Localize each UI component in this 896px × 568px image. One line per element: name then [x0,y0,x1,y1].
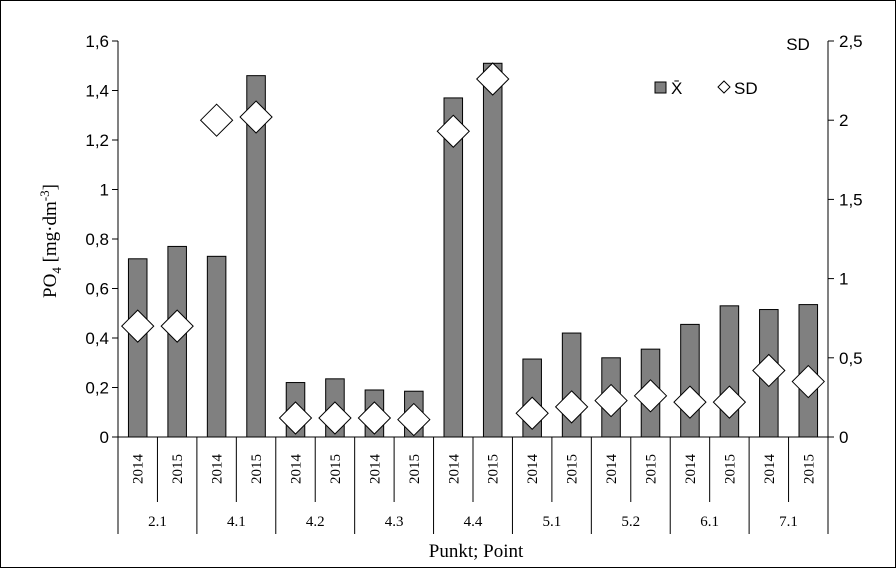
legend: X̄ SD [654,79,758,98]
sd-marker [278,401,313,435]
x-tick-label-year: 2015 [170,454,186,484]
x-tick-label-year: 2014 [289,454,305,485]
axes-layer: 0 0,2 0,4 0,6 0,8 1 1,2 1,4 1,6 0 0,5 1 1,5 2 2,5 2014 2… [85,32,863,534]
x-tick-label-year: 2014 [131,454,147,485]
sd-marker [318,401,352,435]
y-tick-label-right: 1 [839,270,848,289]
sd-marker [791,364,825,399]
sd-marker [752,353,786,388]
x-group-label: 2.1 [148,514,167,530]
y-tick-label-right: 2,5 [839,32,863,51]
x-tick-label-year: 2015 [328,454,344,484]
sd-marker [397,402,431,437]
x-tick-label-year: 2015 [722,454,738,484]
legend-bar-swatch [654,81,667,94]
x-tick-label-year: 2014 [683,454,699,485]
x-tick-label-year: 2014 [446,454,462,485]
x-tick-label-year: 2015 [407,454,423,484]
y-tick-label-left: 1,6 [85,32,109,51]
y-tick-label-right: 1,5 [839,190,863,209]
x-tick-label-year: 2014 [762,454,778,485]
sd-marker [199,103,234,137]
x-group-label: 5.1 [543,514,562,530]
y-axis-left-title: PO4 [mg·dm-3] [37,184,64,298]
sd-marker [515,396,549,430]
sd-marker [594,383,628,418]
sd-marker [633,379,668,413]
y-tick-label-left: 1,2 [85,131,109,150]
x-tick-label-year: 2015 [249,454,265,484]
y-tick-label-left: 1,4 [85,82,109,101]
bar [206,255,227,438]
x-group-label: 6.1 [700,514,719,530]
x-tick-label-year: 2014 [525,454,541,485]
x-axis-title: Punkt; Point [429,541,524,562]
bar [127,258,148,438]
sd-marker [160,309,194,343]
x-group-label: 5.2 [621,514,640,530]
markers-layer [121,62,825,437]
sd-marker [476,62,510,96]
sd-marker [121,309,155,343]
x-group-label: 4.1 [227,514,246,530]
x-tick-label-year: 2015 [801,454,817,484]
legend-diamond-swatch [717,80,731,94]
y-tick-label-left: 0,8 [85,230,109,249]
bar [680,323,700,438]
y-axis-right-title: SD [786,35,810,54]
sd-marker [712,385,747,419]
x-tick-label-year: 2014 [210,454,226,485]
y-tick-label-right: 0,5 [839,349,863,368]
y-tick-label-left: 0,6 [85,280,109,299]
x-group-label: 4.4 [464,514,483,530]
sd-marker [554,390,589,424]
y-tick-label-right: 0 [839,428,848,447]
y-tick-label-left: 0,4 [85,329,109,348]
y-tick-label-right: 2 [839,111,848,130]
sd-marker [673,385,707,419]
y-tick-label-left: 0,2 [85,379,109,398]
legend-label-sd: SD [734,79,758,98]
y-tick-label-left: 1 [100,181,109,200]
x-tick-label-year: 2015 [565,454,581,484]
x-group-label: 4.2 [306,514,325,530]
bar [482,62,503,438]
sd-marker [357,401,392,435]
x-tick-label-year: 2014 [604,454,620,485]
x-tick-label-year: 2015 [486,454,502,484]
x-group-label: 4.3 [385,514,404,530]
legend-label-mean: X̄ [671,79,682,98]
sd-marker [436,114,470,148]
x-group-label: 7.1 [779,514,798,530]
x-tick-label-year: 2015 [644,454,660,484]
y-tick-label-left: 0 [100,428,109,447]
x-tick-label-year: 2014 [367,454,383,485]
sd-marker [239,100,273,134]
bar [443,97,464,438]
